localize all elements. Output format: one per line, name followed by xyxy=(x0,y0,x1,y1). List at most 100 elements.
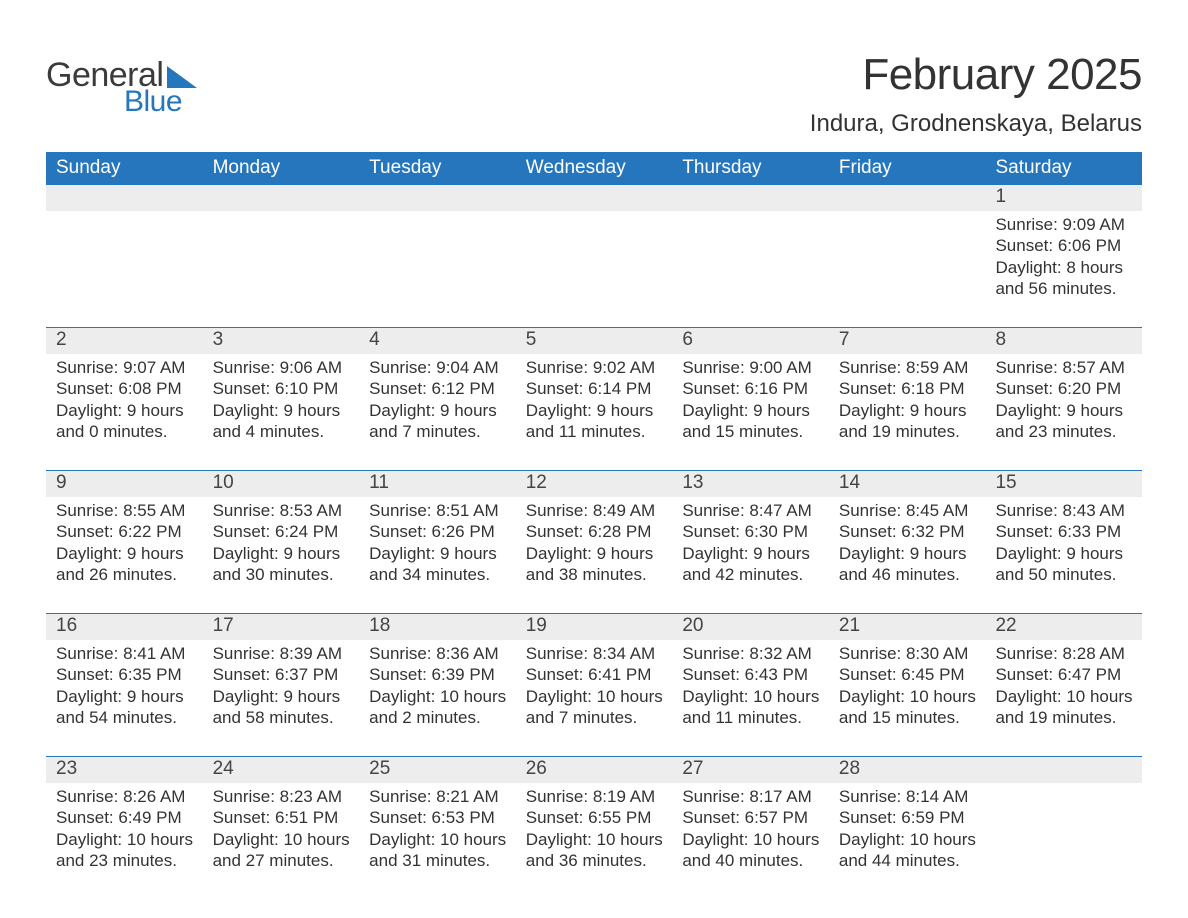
sunset-text: Sunset: 6:37 PM xyxy=(213,664,354,685)
sunrise-text: Sunrise: 8:57 AM xyxy=(995,357,1136,378)
day-cell: 11Sunrise: 8:51 AMSunset: 6:26 PMDayligh… xyxy=(359,471,516,585)
daylight-text: Daylight: 10 hours and 27 minutes. xyxy=(213,829,354,872)
weekday-header: Friday xyxy=(829,152,986,185)
week-row: 16Sunrise: 8:41 AMSunset: 6:35 PMDayligh… xyxy=(46,613,1142,728)
daylight-text: Daylight: 10 hours and 11 minutes. xyxy=(682,686,823,729)
day-number: 13 xyxy=(672,471,829,497)
day-number xyxy=(672,185,829,211)
day-number xyxy=(829,185,986,211)
day-details: Sunrise: 8:17 AMSunset: 6:57 PMDaylight:… xyxy=(672,783,829,871)
day-number: 3 xyxy=(203,328,360,354)
daylight-text: Daylight: 9 hours and 42 minutes. xyxy=(682,543,823,586)
sunrise-text: Sunrise: 8:28 AM xyxy=(995,643,1136,664)
daylight-text: Daylight: 9 hours and 4 minutes. xyxy=(213,400,354,443)
logo: General Blue xyxy=(46,56,197,119)
day-number: 16 xyxy=(46,614,203,640)
sunset-text: Sunset: 6:33 PM xyxy=(995,521,1136,542)
sunrise-text: Sunrise: 9:04 AM xyxy=(369,357,510,378)
sunrise-text: Sunrise: 8:34 AM xyxy=(526,643,667,664)
sunrise-text: Sunrise: 8:43 AM xyxy=(995,500,1136,521)
sunrise-text: Sunrise: 8:53 AM xyxy=(213,500,354,521)
day-cell: 26Sunrise: 8:19 AMSunset: 6:55 PMDayligh… xyxy=(516,757,673,871)
day-details: Sunrise: 8:57 AMSunset: 6:20 PMDaylight:… xyxy=(985,354,1142,442)
day-cell: 13Sunrise: 8:47 AMSunset: 6:30 PMDayligh… xyxy=(672,471,829,585)
sunrise-text: Sunrise: 8:19 AM xyxy=(526,786,667,807)
daylight-text: Daylight: 9 hours and 54 minutes. xyxy=(56,686,197,729)
daylight-text: Daylight: 10 hours and 15 minutes. xyxy=(839,686,980,729)
daylight-text: Daylight: 10 hours and 7 minutes. xyxy=(526,686,667,729)
daylight-text: Daylight: 10 hours and 19 minutes. xyxy=(995,686,1136,729)
daylight-text: Daylight: 9 hours and 11 minutes. xyxy=(526,400,667,443)
day-number: 1 xyxy=(985,185,1142,211)
weekday-header: Sunday xyxy=(46,152,203,185)
day-cell xyxy=(203,185,360,299)
day-number: 4 xyxy=(359,328,516,354)
sunset-text: Sunset: 6:08 PM xyxy=(56,378,197,399)
sunset-text: Sunset: 6:41 PM xyxy=(526,664,667,685)
daylight-text: Daylight: 9 hours and 19 minutes. xyxy=(839,400,980,443)
daylight-text: Daylight: 9 hours and 38 minutes. xyxy=(526,543,667,586)
day-cell xyxy=(516,185,673,299)
day-cell xyxy=(672,185,829,299)
daylight-text: Daylight: 10 hours and 31 minutes. xyxy=(369,829,510,872)
sunset-text: Sunset: 6:45 PM xyxy=(839,664,980,685)
week-row: 2 Sunrise: 9:07 AMSunset: 6:08 PM Daylight… xyxy=(46,327,1142,442)
day-cell xyxy=(829,185,986,299)
day-details: Sunrise: 8:43 AMSunset: 6:33 PMDaylight:… xyxy=(985,497,1142,585)
sunrise-text: Sunrise: 9:00 AM xyxy=(682,357,823,378)
day-number xyxy=(359,185,516,211)
day-number: 14 xyxy=(829,471,986,497)
day-cell: 4 Sunrise: 9:04 AMSunset: 6:12 PMDaylight… xyxy=(359,328,516,442)
sunrise-text: Sunrise: 8:26 AM xyxy=(56,786,197,807)
day-details: Sunrise: 8:28 AMSunset: 6:47 PMDaylight:… xyxy=(985,640,1142,728)
day-number: 17 xyxy=(203,614,360,640)
daylight-text: Daylight: 9 hours and 50 minutes. xyxy=(995,543,1136,586)
day-number: 2 xyxy=(46,328,203,354)
day-details: Sunrise: 8:26 AMSunset: 6:49 PMDaylight:… xyxy=(46,783,203,871)
week-row: 1Sunrise: 9:09 AMSunset: 6:06 PMDaylight… xyxy=(46,185,1142,299)
day-cell: 8Sunrise: 8:57 AMSunset: 6:20 PMDaylight… xyxy=(985,328,1142,442)
day-number: 20 xyxy=(672,614,829,640)
sunset-text: Sunset: 6:24 PM xyxy=(213,521,354,542)
day-cell: 25Sunrise: 8:21 AMSunset: 6:53 PMDayligh… xyxy=(359,757,516,871)
day-cell: 5Sunrise: 9:02 AMSunset: 6:14 PMDaylight… xyxy=(516,328,673,442)
day-number: 12 xyxy=(516,471,673,497)
sunset-text: Sunset: 6:39 PM xyxy=(369,664,510,685)
month-title: February 2025 xyxy=(810,50,1142,100)
day-number xyxy=(203,185,360,211)
day-cell xyxy=(985,757,1142,871)
day-details: Sunrise: 8:19 AMSunset: 6:55 PMDaylight:… xyxy=(516,783,673,871)
day-details: Sunrise: 9:02 AMSunset: 6:14 PMDaylight:… xyxy=(516,354,673,442)
day-number xyxy=(516,185,673,211)
sunrise-text: Sunrise: 8:14 AM xyxy=(839,786,980,807)
sunrise-text: Sunrise: 8:51 AM xyxy=(369,500,510,521)
sunset-text: Sunset: 6:12 PM xyxy=(369,378,510,399)
sunrise-text: Sunrise: 8:17 AM xyxy=(682,786,823,807)
daylight-text: Daylight: 9 hours and 26 minutes. xyxy=(56,543,197,586)
daylight-text: Daylight: 9 hours and 7 minutes. xyxy=(369,400,510,443)
daylight-text: Daylight: 9 hours and 34 minutes. xyxy=(369,543,510,586)
logo-text-blue: Blue xyxy=(124,85,197,119)
day-details: Sunrise: 8:14 AMSunset: 6:59 PMDaylight:… xyxy=(829,783,986,871)
day-details: Sunrise: 8:47 AMSunset: 6:30 PMDaylight:… xyxy=(672,497,829,585)
daylight-text: Daylight: 9 hours and 46 minutes. xyxy=(839,543,980,586)
sunset-text: Sunset: 6:18 PM xyxy=(839,378,980,399)
day-number: 10 xyxy=(203,471,360,497)
sunrise-text: Sunrise: 8:45 AM xyxy=(839,500,980,521)
sunset-text: Sunset: 6:53 PM xyxy=(369,807,510,828)
sunset-text: Sunset: 6:28 PM xyxy=(526,521,667,542)
weekday-header-row: SundayMondayTuesdayWednesdayThursdayFrid… xyxy=(46,152,1142,185)
sunset-text: Sunset: 6:20 PM xyxy=(995,378,1136,399)
daylight-text: Daylight: 9 hours and 23 minutes. xyxy=(995,400,1136,443)
sunrise-text: Sunrise: 8:39 AM xyxy=(213,643,354,664)
sunset-text: Sunset: 6:55 PM xyxy=(526,807,667,828)
day-details: Sunrise: 8:34 AMSunset: 6:41 PMDaylight:… xyxy=(516,640,673,728)
sunrise-text: Sunrise: 8:36 AM xyxy=(369,643,510,664)
day-number: 11 xyxy=(359,471,516,497)
calendar: SundayMondayTuesdayWednesdayThursdayFrid… xyxy=(46,152,1142,871)
day-cell: 9Sunrise: 8:55 AMSunset: 6:22 PMDaylight… xyxy=(46,471,203,585)
sunrise-text: Sunrise: 8:30 AM xyxy=(839,643,980,664)
day-number: 19 xyxy=(516,614,673,640)
day-number: 15 xyxy=(985,471,1142,497)
sunrise-text: Sunrise: 9:07 AM xyxy=(56,357,197,378)
